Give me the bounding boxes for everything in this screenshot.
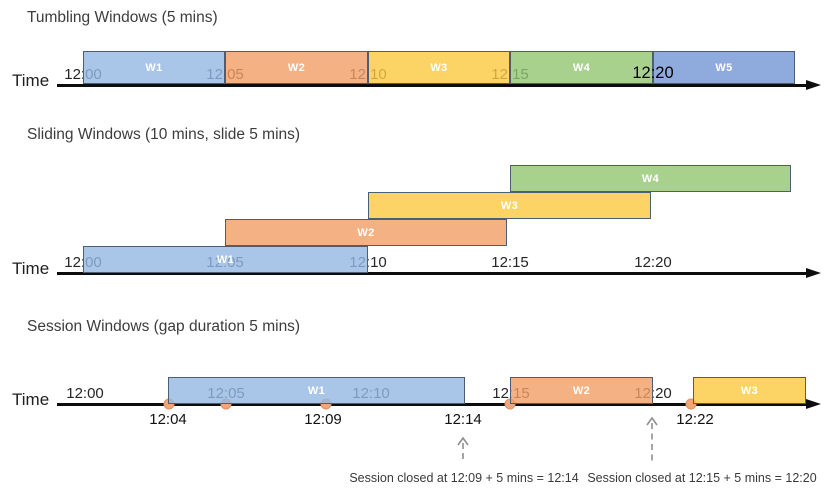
session-close-arrow-icon (645, 416, 659, 467)
sliding-window-w2: W2 (225, 219, 507, 246)
sliding-axis-arrowhead-icon (806, 268, 821, 278)
session-close-annotation-1: Session closed at 12:09 + 5 mins = 12:14 (349, 471, 579, 485)
event-dot-1222 (685, 398, 697, 410)
event-time-label-1222: 12:22 (676, 411, 714, 428)
session-axis-line (57, 403, 808, 406)
window-label: W3 (740, 384, 759, 397)
event-time-label-1209: 12:09 (304, 411, 342, 428)
tumbling-window-w3: W3 (368, 51, 510, 84)
session-section-title: Session Windows (gap duration 5 mins) (27, 318, 301, 335)
window-label: W2 (287, 61, 306, 74)
tumbling-window-w4: W4 (510, 51, 653, 84)
tumbling-section-title: Tumbling Windows (5 mins) (27, 9, 218, 26)
tumbling-axis-arrowhead-icon (806, 80, 821, 90)
session-tick-1200: 12:00 (66, 385, 104, 402)
window-label: W4 (572, 61, 591, 74)
window-label: W5 (715, 61, 733, 74)
session-close-arrow-icon (456, 436, 470, 467)
window-label: W2 (572, 384, 591, 397)
sliding-window-w3: W3 (368, 192, 651, 219)
session-time-axis-label: Time (12, 390, 50, 409)
session-window-w3: W3 (693, 377, 806, 404)
sliding-tick-1220: 12:20 (634, 254, 672, 271)
sliding-time-axis-label: Time (12, 259, 50, 278)
session-axis-arrowhead-icon (806, 399, 821, 409)
tumbling-window-w5: W5 (653, 51, 795, 84)
session-window-w2: W2 (510, 377, 653, 404)
session-close-time-label-1214: 12:14 (444, 411, 482, 428)
tumbling-time-axis-label: Time (12, 71, 50, 90)
window-label: W3 (430, 61, 448, 74)
sliding-section-title: Sliding Windows (10 mins, slide 5 mins) (27, 126, 301, 143)
session-close-annotation-2: Session closed at 12:15 + 5 mins = 12:20 (587, 471, 817, 485)
sliding-tick-1215: 12:15 (491, 254, 529, 271)
tumbling-window-w1: W1 (83, 51, 225, 84)
window-label: W3 (500, 199, 519, 212)
sliding-window-w4: W4 (510, 165, 791, 192)
window-label: W1 (307, 384, 326, 397)
event-time-label-1204: 12:04 (149, 411, 187, 428)
sliding-window-w1: W1 (83, 246, 368, 273)
session-window-w1: W1 (168, 377, 465, 404)
window-label: W2 (357, 226, 375, 239)
tumbling-axis-line (57, 84, 808, 87)
sliding-axis-line (57, 272, 808, 275)
tumbling-window-w2: W2 (225, 51, 368, 84)
window-label: W1 (216, 253, 235, 266)
tumbling-tick-1220: 12:20 (632, 64, 674, 82)
window-label: W4 (641, 172, 660, 185)
window-label: W1 (145, 61, 163, 74)
